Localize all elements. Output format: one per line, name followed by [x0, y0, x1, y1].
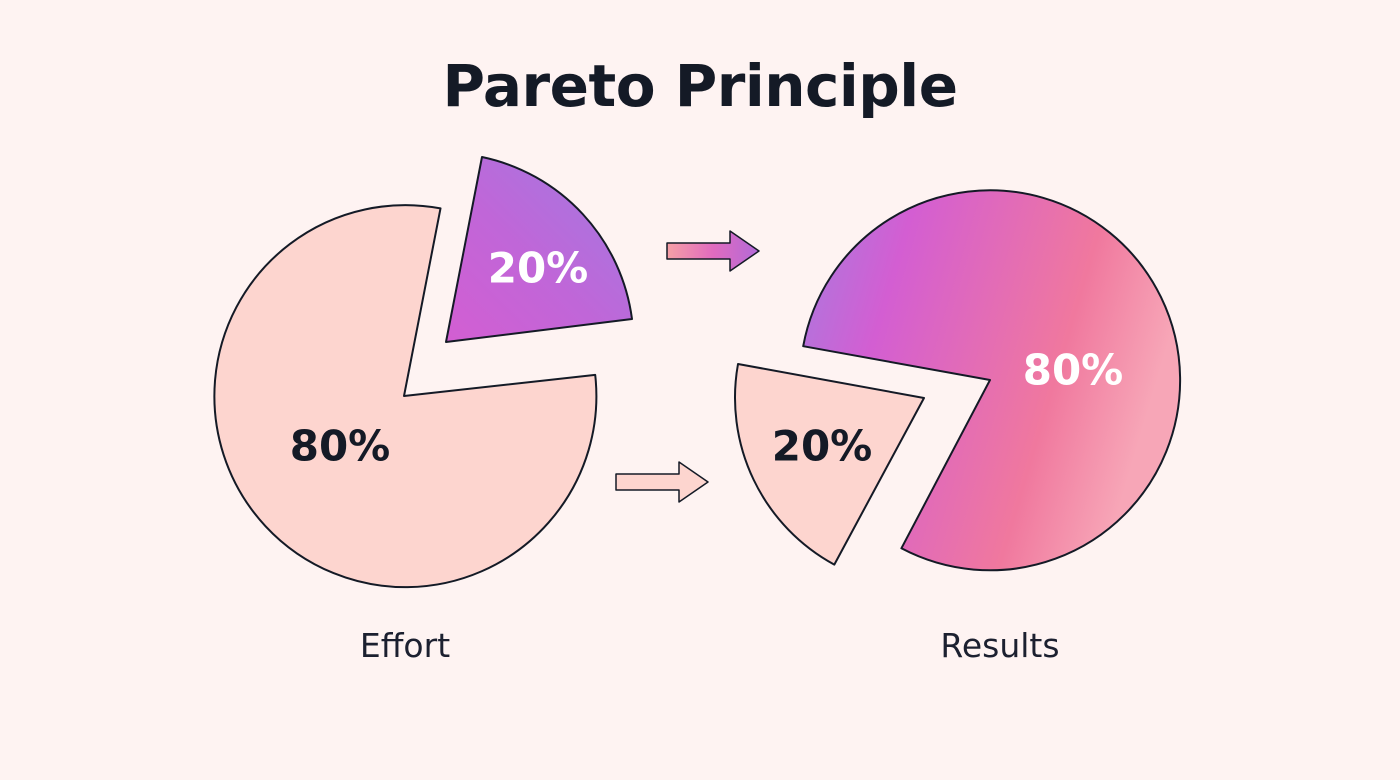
right-arrow-icon [615, 461, 709, 503]
results-major-label: 80% [1023, 346, 1124, 395]
results-20-slice [733, 363, 925, 566]
page-title: Pareto Principle [442, 52, 958, 120]
results-caption: Results [940, 626, 1060, 665]
effort-minor-label: 20% [488, 244, 589, 293]
effort-major-label: 80% [290, 422, 391, 471]
results-80-slice [802, 189, 1182, 572]
effort-caption: Effort [359, 626, 451, 665]
effort-80-slice [213, 204, 598, 589]
right-arrow-icon [666, 230, 760, 272]
results-minor-label: 20% [772, 422, 873, 471]
effort-20-slice [445, 156, 633, 343]
